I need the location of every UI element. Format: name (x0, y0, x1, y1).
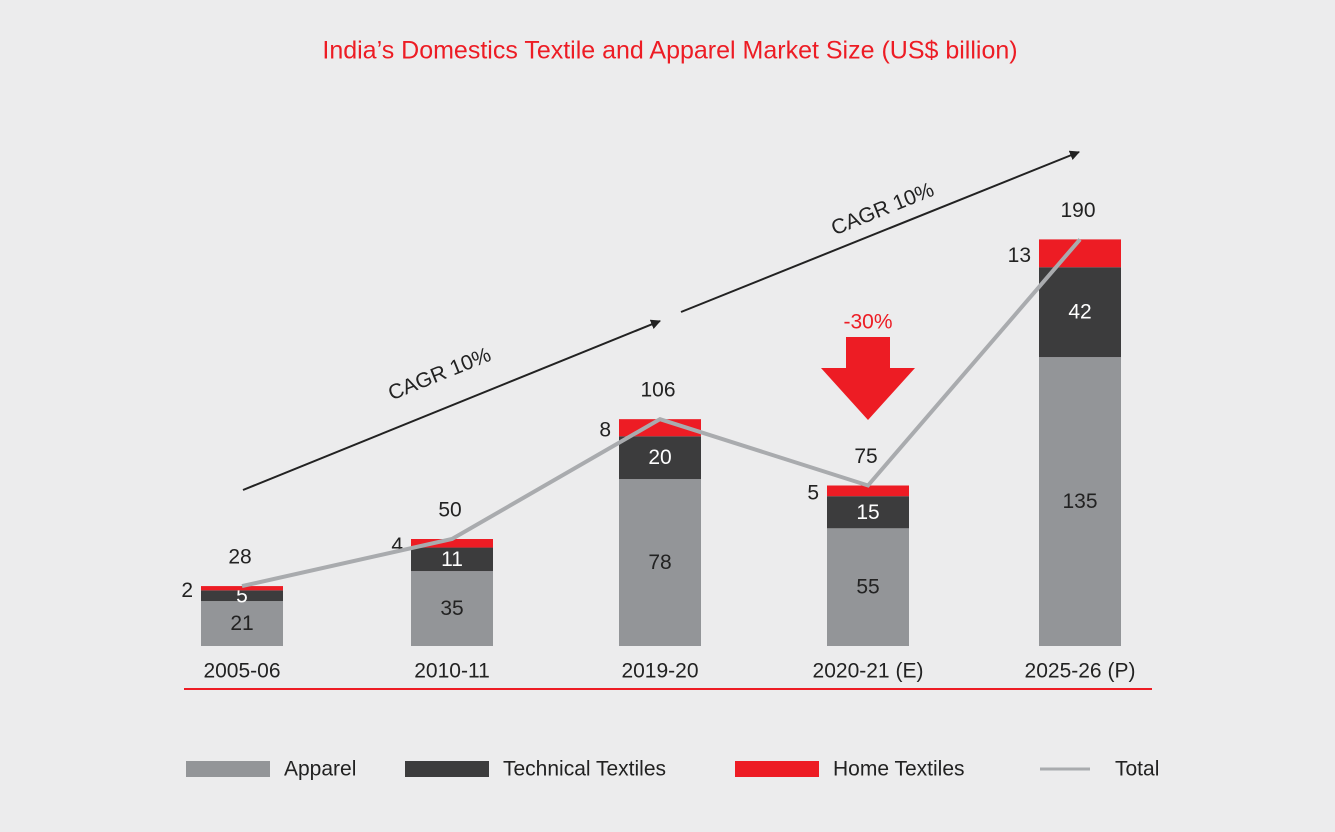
bar-segment (827, 528, 909, 646)
total-label: 75 (854, 445, 877, 468)
x-tick-label: 2025-26 (P) (1025, 660, 1136, 683)
legend-swatch (735, 761, 819, 777)
bar-segment (827, 485, 909, 497)
data-label: 55 (856, 576, 879, 599)
data-label: 5 (807, 481, 819, 504)
data-label: 11 (441, 548, 463, 571)
total-label: 106 (640, 379, 675, 402)
legend-label: Home Textiles (833, 758, 965, 781)
bar-segment (619, 436, 701, 480)
legend-swatch (405, 761, 489, 777)
bar-segment (827, 496, 909, 529)
legend-label: Apparel (284, 758, 356, 781)
bar-segment (1039, 357, 1121, 646)
data-label: 35 (440, 597, 463, 620)
cagr-arrow (242, 319, 661, 491)
data-label: 15 (856, 501, 879, 524)
x-tick-label: 2005-06 (203, 660, 280, 683)
chart-title: India’s Domestics Textile and Apparel Ma… (322, 37, 1017, 65)
bar-segment (201, 590, 283, 602)
x-tick-label: 2020-21 (E) (813, 660, 924, 683)
data-label: 5 (236, 584, 248, 607)
data-label: 21 (230, 612, 253, 635)
data-label: 8 (599, 418, 611, 441)
bar-segment (201, 601, 283, 646)
legend-label: Total (1115, 758, 1159, 781)
data-label: 20 (648, 446, 671, 469)
bar-segment (619, 479, 701, 646)
bar-segment (1039, 267, 1121, 358)
data-label: 135 (1062, 490, 1097, 513)
bar-segment (1039, 239, 1121, 268)
decline-arrow (821, 337, 915, 420)
bar-segment (201, 586, 283, 591)
annotation: -30% (843, 311, 892, 334)
bar-segment (411, 547, 493, 572)
data-label: 2 (181, 579, 193, 602)
bar-segment (411, 571, 493, 646)
data-label: 78 (648, 551, 671, 574)
total-line (241, 238, 1082, 589)
total-label: 50 (438, 499, 461, 522)
legend-swatch (186, 761, 270, 777)
data-label: 42 (1068, 301, 1091, 324)
legend-label: Technical Textiles (503, 758, 666, 781)
bar-segment (411, 539, 493, 548)
total-label: 190 (1060, 199, 1095, 222)
cagr-arrow (680, 150, 1080, 313)
x-tick-label: 2010-11 (414, 660, 490, 683)
data-label: 13 (1008, 244, 1031, 267)
total-label: 28 (228, 546, 251, 569)
x-tick-label: 2019-20 (621, 660, 698, 683)
